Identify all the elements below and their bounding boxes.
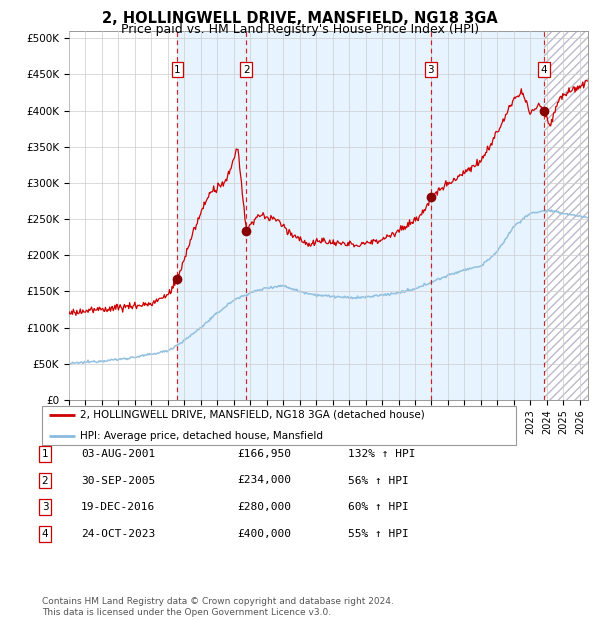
Bar	[178, 31, 544, 400]
Text: 2: 2	[243, 64, 250, 75]
Text: 56% ↑ HPI: 56% ↑ HPI	[348, 476, 409, 485]
Text: HPI: Average price, detached house, Mansfield: HPI: Average price, detached house, Mans…	[80, 431, 323, 441]
Text: 2, HOLLINGWELL DRIVE, MANSFIELD, NG18 3GA: 2, HOLLINGWELL DRIVE, MANSFIELD, NG18 3G…	[102, 11, 498, 25]
Text: Contains HM Land Registry data © Crown copyright and database right 2024.
This d: Contains HM Land Registry data © Crown c…	[42, 598, 394, 617]
Text: 2, HOLLINGWELL DRIVE, MANSFIELD, NG18 3GA (detached house): 2, HOLLINGWELL DRIVE, MANSFIELD, NG18 3G…	[80, 410, 425, 420]
Text: 30-SEP-2005: 30-SEP-2005	[81, 476, 155, 485]
Text: £234,000: £234,000	[237, 476, 291, 485]
Text: £280,000: £280,000	[237, 502, 291, 512]
Text: 3: 3	[41, 502, 49, 512]
Text: 24-OCT-2023: 24-OCT-2023	[81, 529, 155, 539]
Text: Price paid vs. HM Land Registry's House Price Index (HPI): Price paid vs. HM Land Registry's House …	[121, 23, 479, 36]
Text: 1: 1	[174, 64, 181, 75]
Text: 55% ↑ HPI: 55% ↑ HPI	[348, 529, 409, 539]
Text: 1: 1	[41, 449, 49, 459]
Text: £400,000: £400,000	[237, 529, 291, 539]
Bar	[544, 31, 588, 400]
Text: 60% ↑ HPI: 60% ↑ HPI	[348, 502, 409, 512]
Text: 19-DEC-2016: 19-DEC-2016	[81, 502, 155, 512]
Text: 03-AUG-2001: 03-AUG-2001	[81, 449, 155, 459]
Text: 2: 2	[41, 476, 49, 485]
Text: 4: 4	[41, 529, 49, 539]
Text: 132% ↑ HPI: 132% ↑ HPI	[348, 449, 415, 459]
Text: 4: 4	[541, 64, 547, 75]
Text: 3: 3	[428, 64, 434, 75]
Text: £166,950: £166,950	[237, 449, 291, 459]
FancyBboxPatch shape	[42, 406, 516, 445]
